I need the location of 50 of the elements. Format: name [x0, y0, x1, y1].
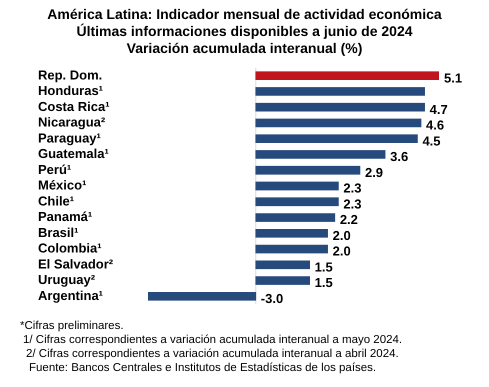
data-label: 4.6 — [426, 118, 444, 133]
y-tick-label: Paraguay¹ — [38, 130, 101, 146]
bar — [255, 182, 339, 190]
data-label: 2.0 — [332, 228, 351, 243]
bar — [255, 213, 336, 222]
bar — [255, 244, 328, 254]
bar — [255, 166, 360, 175]
y-tick-label: Guatemala¹ — [38, 146, 109, 162]
y-tick-label: Uruguay² — [38, 272, 96, 288]
bar — [255, 87, 425, 96]
y-tick-label: México¹ — [38, 178, 86, 193]
y-tick-label: El Salvador² — [38, 256, 114, 272]
bar — [255, 118, 422, 128]
data-label: 4.5 — [422, 133, 441, 148]
chart-title: América Latina: Indicador mensual de actividad económica — [46, 6, 443, 23]
y-tick-label: Costa Rica¹ — [38, 98, 110, 114]
bar — [255, 197, 339, 206]
source-note: Fuente: Bancos Centrales e Institutos de Estadísticas de los países. — [28, 361, 378, 375]
data-label: -3.0 — [260, 290, 284, 306]
bar — [255, 134, 418, 144]
y-tick-label: Honduras¹ — [38, 83, 103, 98]
y-tick-label: Brasil¹ — [38, 224, 78, 240]
data-label: 1.5 — [314, 275, 333, 290]
data-label: 2.3 — [343, 180, 362, 196]
bar — [255, 228, 328, 238]
bar — [255, 102, 425, 112]
y-tick-label: Nicaragua² — [38, 114, 106, 130]
data-label: 1.5 — [314, 259, 333, 274]
data-label: 2.3 — [343, 196, 362, 212]
bar — [255, 260, 310, 270]
text: 1/ Cifras correspondientes a variación acumulada interanual a mayo 2024. — [22, 333, 404, 347]
data-label: 2.2 — [340, 212, 358, 228]
y-tick-label: Argentina¹ — [38, 288, 103, 303]
y-tick-label: Colombia¹ — [38, 240, 102, 256]
y-tick-label: Rep. Dom. — [38, 67, 102, 82]
text: 2/ Cifras correspondientes a variación acumulada interanual a abril 2024. — [25, 347, 400, 361]
bar — [255, 150, 386, 159]
bar — [255, 276, 310, 285]
data-label: 3.6 — [390, 149, 408, 164]
bar — [148, 292, 256, 301]
data-label: 2.9 — [364, 164, 384, 180]
y-tick-label: Perú¹ — [38, 162, 72, 177]
data-label: 5.1 — [444, 70, 462, 86]
text: *Cifras preliminares. — [20, 319, 125, 333]
bar — [255, 71, 439, 80]
data-label: 2.0 — [332, 244, 351, 259]
chart-subtitle: Últimas informaciones disponibles a junio de 2024 Variación acumulada interanual (%) — [75, 23, 414, 57]
data-label: 4.7 — [430, 102, 448, 117]
y-tick-label: Panamá¹ — [38, 209, 92, 224]
y-tick-label: Chile¹ — [38, 193, 74, 208]
